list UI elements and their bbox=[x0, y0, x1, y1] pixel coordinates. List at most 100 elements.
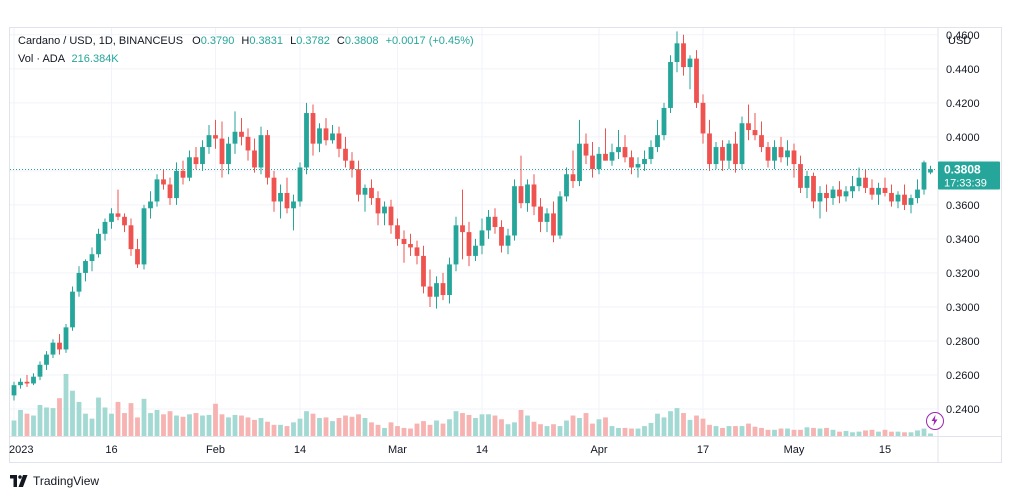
volume-bar bbox=[557, 426, 563, 436]
volume-bar bbox=[206, 414, 212, 436]
volume-bar bbox=[297, 418, 303, 436]
volume-bar bbox=[895, 431, 901, 436]
volume-bar bbox=[720, 427, 725, 436]
candle-body bbox=[193, 157, 199, 165]
candle-body bbox=[63, 327, 69, 350]
volume-bar bbox=[791, 429, 797, 436]
time-tick-label: 14 bbox=[476, 444, 488, 456]
candle-body bbox=[128, 225, 134, 250]
lightning-icon[interactable] bbox=[926, 412, 944, 430]
candle-body bbox=[31, 376, 36, 384]
price-tick-label: 0.4400 bbox=[946, 64, 980, 76]
candle-body bbox=[609, 152, 615, 161]
volume-bar bbox=[778, 428, 784, 436]
time-tick-label: Mar bbox=[388, 444, 407, 456]
volume-legend: Vol · ADA 216.384K bbox=[18, 53, 119, 65]
volume-bar bbox=[232, 414, 238, 436]
candle-body bbox=[635, 164, 641, 168]
close-label: C bbox=[336, 35, 345, 47]
price-tick-label: 0.4000 bbox=[946, 132, 980, 144]
price-tick-label: 0.3400 bbox=[946, 234, 980, 246]
volume-bar bbox=[193, 413, 199, 436]
time-tick-label: May bbox=[784, 444, 805, 456]
volume-bar bbox=[746, 423, 751, 436]
price-tick-label: 0.3200 bbox=[946, 268, 980, 280]
candle-body bbox=[453, 225, 459, 265]
candle-body bbox=[902, 194, 907, 205]
volume-bar bbox=[765, 429, 771, 436]
volume-bar bbox=[882, 429, 888, 436]
tradingview-logo-icon[interactable] bbox=[10, 475, 28, 487]
volume-label[interactable]: Vol · ADA bbox=[18, 53, 65, 65]
candle-body bbox=[70, 291, 75, 328]
volume-bar bbox=[915, 430, 920, 436]
volume-bar bbox=[200, 415, 205, 436]
open-label: O bbox=[192, 35, 201, 47]
candle-body bbox=[811, 175, 816, 202]
volume-bar bbox=[694, 415, 699, 436]
volume-bar bbox=[453, 411, 459, 436]
volume-bar bbox=[330, 421, 335, 436]
volume-bar bbox=[382, 427, 387, 436]
candle-body bbox=[336, 133, 342, 149]
candle-body bbox=[57, 342, 62, 350]
candles bbox=[11, 31, 933, 401]
volume-bar bbox=[499, 419, 504, 436]
candle-body bbox=[889, 192, 894, 202]
candle-body bbox=[252, 150, 257, 168]
candle-body bbox=[590, 155, 595, 170]
volume-bar bbox=[564, 420, 569, 436]
candle-body bbox=[213, 135, 218, 139]
volume-bar bbox=[726, 426, 732, 436]
volume-bar bbox=[31, 415, 36, 436]
candle-body bbox=[882, 187, 888, 193]
volume-bar bbox=[76, 401, 82, 436]
volume-bar bbox=[804, 427, 810, 436]
volume-bar bbox=[785, 428, 790, 436]
time-tick-label: Apr bbox=[590, 444, 607, 456]
candle-body bbox=[739, 123, 745, 165]
candle-body bbox=[83, 261, 88, 273]
chart-area[interactable] bbox=[9, 27, 1002, 463]
candle-body bbox=[226, 143, 231, 165]
volume-bar bbox=[817, 428, 823, 436]
candle-body bbox=[239, 131, 244, 137]
last-price-value: 0.3808 bbox=[944, 163, 981, 177]
volume-bar bbox=[856, 431, 862, 436]
tradingview-brand[interactable]: TradingView bbox=[33, 474, 100, 488]
candle-body bbox=[746, 123, 751, 131]
price-tick-label: 0.2600 bbox=[946, 370, 980, 382]
candle-body bbox=[752, 130, 758, 136]
candle-body bbox=[713, 147, 719, 165]
candle-body bbox=[785, 150, 790, 158]
candle-body bbox=[694, 58, 699, 103]
candle-body bbox=[557, 196, 563, 236]
candle-body bbox=[843, 191, 849, 197]
ohlc-legend: Cardano / USD, 1D, BINANCEUS O0.3790 H0.… bbox=[18, 35, 474, 47]
candle-body bbox=[265, 135, 270, 178]
candle-body bbox=[531, 184, 537, 207]
volume-bar bbox=[551, 424, 556, 436]
symbol-title[interactable]: Cardano / USD, 1D, BINANCEUS bbox=[18, 35, 184, 47]
volume-bar bbox=[655, 413, 660, 436]
volume-bar bbox=[850, 432, 855, 436]
candle-body bbox=[720, 147, 725, 161]
low-label: L bbox=[290, 35, 297, 47]
candle-body bbox=[622, 147, 628, 158]
volume-bar bbox=[89, 418, 95, 436]
grid-lines bbox=[10, 28, 937, 436]
candle-body bbox=[583, 143, 589, 156]
volume-bar bbox=[837, 431, 842, 436]
volume-bar bbox=[713, 426, 719, 436]
countdown-value: 17:33:39 bbox=[944, 178, 987, 190]
candle-body bbox=[395, 225, 400, 239]
volume-bar bbox=[245, 417, 251, 436]
volume-bar bbox=[642, 426, 647, 436]
volume-bar bbox=[798, 429, 803, 436]
candle-body bbox=[830, 189, 836, 199]
time-axis-labels: 2023 16 Feb 14 Mar 14 Apr 17 May 15 bbox=[9, 444, 891, 456]
volume-bar bbox=[863, 430, 868, 436]
volume-bar bbox=[128, 403, 134, 436]
volume-bar bbox=[479, 414, 485, 436]
